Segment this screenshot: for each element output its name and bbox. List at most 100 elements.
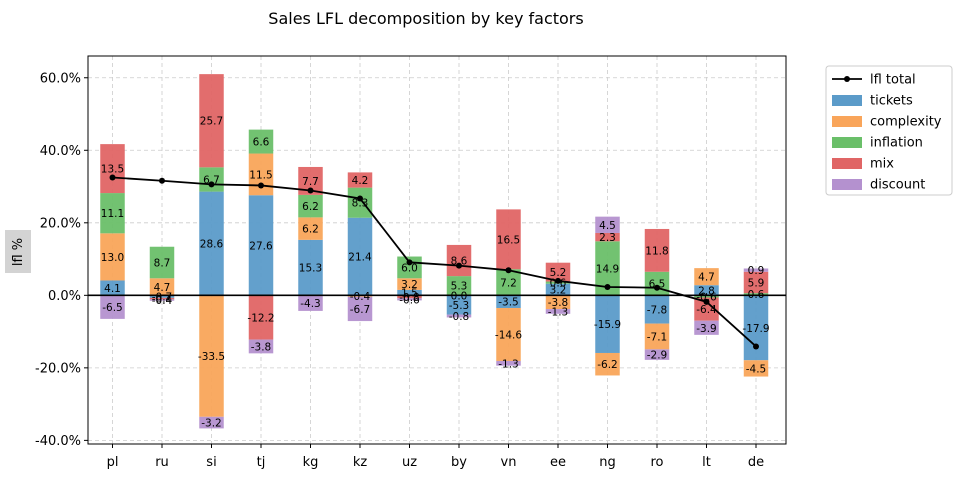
bar-segment-mix[interactable]: [149, 297, 175, 300]
bar-segment-discount[interactable]: [545, 309, 571, 314]
segment-label-mix: 4.2: [352, 175, 369, 187]
y-tick-label: -20.0%: [35, 361, 81, 376]
segment-label-mix: 5.9: [748, 277, 765, 289]
segment-label-tickets: -3.5: [498, 297, 519, 309]
bar-segment-tickets[interactable]: [100, 280, 125, 296]
bar-segment-tickets[interactable]: [347, 217, 373, 296]
bar-segment-tickets[interactable]: [694, 285, 719, 296]
lfl-total-point[interactable]: [109, 174, 116, 181]
lfl-total-point[interactable]: [654, 284, 660, 291]
bar-segment-mix[interactable]: [248, 295, 274, 340]
bar-segment-complexity[interactable]: [397, 278, 422, 290]
bar-segment-mix[interactable]: [397, 295, 422, 299]
lfl-total-point[interactable]: [555, 277, 561, 284]
lfl-total-point[interactable]: [357, 195, 363, 202]
bar-segment-inflation[interactable]: [743, 293, 769, 296]
bar-segment-discount[interactable]: [347, 296, 373, 322]
bar-segment-mix[interactable]: [100, 144, 125, 194]
bar-segment-tickets[interactable]: [149, 295, 175, 298]
bar-segment-inflation[interactable]: [694, 295, 719, 298]
bar-segment-inflation[interactable]: [199, 167, 224, 192]
lfl-total-point[interactable]: [307, 187, 314, 194]
legend[interactable]: lfl total tickets complexity inflation mix di…: [825, 65, 953, 196]
bar-segment-complexity[interactable]: [298, 217, 323, 240]
bar-segment-complexity[interactable]: [644, 323, 670, 350]
legend-label-inflation[interactable]: inflation: [870, 136, 923, 151]
bar-segment-inflation[interactable]: [149, 246, 175, 279]
segment-label-complexity: -6.2: [597, 359, 618, 371]
bar-segment-tickets[interactable]: [248, 195, 274, 296]
lfl-total-point[interactable]: [505, 267, 512, 274]
legend-label-complexity[interactable]: complexity: [870, 115, 942, 130]
bar-segment-mix[interactable]: [545, 262, 571, 282]
segment-label-discount: -4.3: [300, 298, 321, 310]
legend-label-discount[interactable]: discount: [870, 178, 925, 193]
legend-label-lfl-total[interactable]: lfl total: [870, 73, 916, 88]
bar-segment-complexity[interactable]: [743, 360, 769, 377]
bar-segment-discount[interactable]: [248, 339, 274, 354]
bar-segment-inflation[interactable]: [100, 193, 125, 234]
bar-segment-mix[interactable]: [347, 172, 373, 188]
segment-label-mix: 11.8: [645, 245, 668, 257]
segment-label-inflation: 8.7: [154, 258, 171, 270]
bar-segment-inflation[interactable]: [248, 129, 274, 154]
bar-segment-mix[interactable]: [199, 74, 224, 168]
segment-label-mix: 25.7: [200, 116, 223, 128]
bar-segment-tickets[interactable]: [199, 191, 224, 296]
bar-segment-discount[interactable]: [298, 295, 323, 311]
bar-segment-inflation[interactable]: [446, 276, 472, 296]
lfl-total-point[interactable]: [604, 283, 611, 290]
bar-segment-mix[interactable]: [595, 232, 620, 242]
bar-segment-discount[interactable]: [496, 360, 521, 366]
bar-segment-inflation[interactable]: [347, 187, 373, 218]
bar-segment-discount[interactable]: [644, 349, 670, 360]
lfl-total-point[interactable]: [258, 182, 264, 189]
bar-segment-discount[interactable]: [694, 320, 719, 335]
bar-segment-mix[interactable]: [644, 228, 670, 272]
bar-segment-mix[interactable]: [743, 271, 769, 294]
bar-segment-discount[interactable]: [100, 295, 125, 319]
bar-segment-complexity[interactable]: [694, 268, 719, 286]
bar-segment-discount[interactable]: [743, 268, 769, 272]
segment-label-complexity: 13.0: [101, 252, 124, 264]
bar-segment-complexity[interactable]: [595, 352, 620, 376]
bar-segment-mix[interactable]: [496, 209, 521, 270]
bar-segment-tickets[interactable]: [595, 295, 620, 353]
x-tick-label: pl: [107, 455, 119, 470]
lfl-total-point[interactable]: [703, 298, 710, 305]
bar-segment-discount[interactable]: [595, 216, 620, 233]
lfl-total-point[interactable]: [208, 181, 215, 188]
bar-segment-complexity[interactable]: [149, 278, 175, 296]
bar-segment-inflation[interactable]: [496, 269, 521, 296]
bar-segment-complexity[interactable]: [100, 233, 125, 281]
bar-segment-complexity[interactable]: [496, 308, 521, 361]
segment-label-tickets: 27.6: [249, 240, 273, 252]
x-tick-label: kg: [303, 455, 319, 470]
bar-segment-tickets[interactable]: [545, 283, 571, 296]
bar-segment-complexity[interactable]: [199, 295, 224, 417]
bar-segment-tickets[interactable]: [397, 289, 422, 296]
bar-segment-tickets[interactable]: [446, 295, 472, 315]
legend-label-tickets[interactable]: tickets: [870, 94, 913, 109]
bar-segment-tickets[interactable]: [298, 239, 323, 296]
bar-segment-tickets[interactable]: [496, 295, 521, 309]
bar-segment-mix[interactable]: [446, 244, 472, 277]
legend-label-mix[interactable]: mix: [870, 157, 894, 172]
x-tick-label: lt: [702, 455, 711, 470]
segment-label-complexity: -7.1: [647, 331, 668, 343]
bar-segment-discount[interactable]: [149, 299, 175, 301]
segment-label-complexity: -33.5: [198, 351, 225, 363]
lfl-total-point[interactable]: [753, 343, 759, 350]
lfl-total-point[interactable]: [159, 177, 165, 184]
lfl-total-point[interactable]: [456, 262, 462, 269]
bar-segment-mix[interactable]: [694, 297, 719, 321]
segment-label-mix: 13.5: [101, 164, 124, 176]
bar-segment-discount[interactable]: [397, 298, 422, 301]
lfl-total-point[interactable]: [406, 259, 413, 266]
segment-label-tickets: 3.2: [550, 285, 567, 297]
bar-segment-tickets[interactable]: [644, 295, 670, 324]
bar-segment-complexity[interactable]: [545, 295, 571, 310]
bar-segment-discount[interactable]: [199, 416, 224, 429]
bar-segment-inflation[interactable]: [298, 194, 323, 218]
bar-segment-discount[interactable]: [446, 314, 472, 318]
